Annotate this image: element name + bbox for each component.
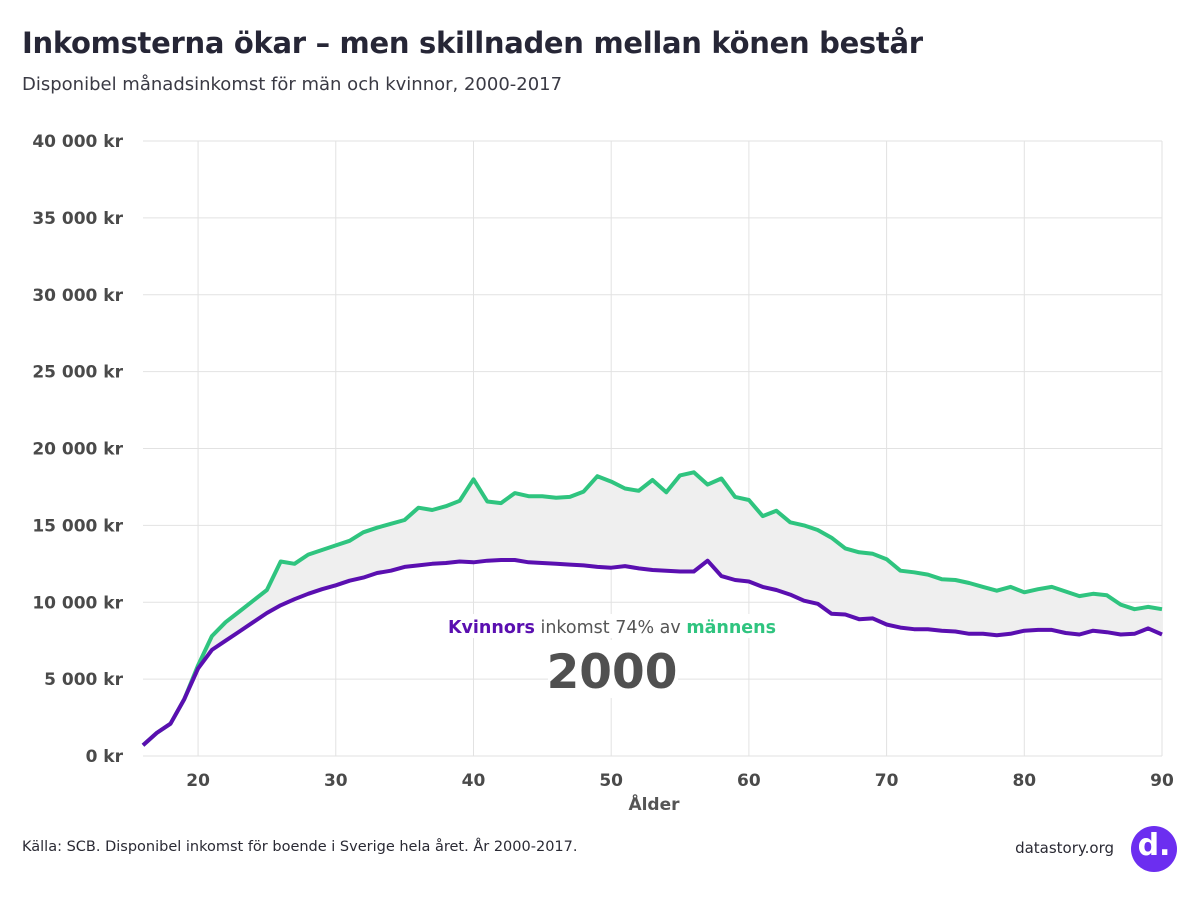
x-tick-label: 50 bbox=[599, 771, 623, 791]
y-tick-label: 15 000 kr bbox=[32, 516, 123, 536]
annotation-women-word: Kvinnors bbox=[448, 618, 535, 638]
source-note: Källa: SCB. Disponibel inkomst för boend… bbox=[22, 839, 578, 855]
series-line-men bbox=[141, 470, 1163, 747]
x-tick-label: 30 bbox=[324, 771, 348, 791]
annotation-men-word: männens bbox=[686, 618, 776, 638]
site-link[interactable]: datastory.org bbox=[1015, 839, 1114, 857]
series-line-women bbox=[141, 558, 1163, 747]
datastory-logo[interactable]: d. bbox=[1131, 826, 1177, 872]
gap-area bbox=[143, 472, 1162, 746]
y-tick-label: 40 000 kr bbox=[32, 132, 123, 152]
x-tick-label: 60 bbox=[737, 771, 761, 791]
chart-title: Inkomsterna ökar – men skillnaden mellan… bbox=[22, 26, 923, 60]
annotation: Kvinnors inkomst 74% av männens 2000 bbox=[448, 614, 776, 700]
annotation-middle-text: inkomst 74% av bbox=[535, 618, 686, 638]
y-tick-label: 25 000 kr bbox=[32, 363, 123, 383]
y-tick-label: 30 000 kr bbox=[32, 286, 123, 306]
x-tick-label: 80 bbox=[1012, 771, 1036, 791]
x-tick-label: 90 bbox=[1150, 771, 1174, 791]
x-axis-label: Ålder bbox=[628, 792, 680, 815]
x-tick-label: 20 bbox=[186, 771, 210, 791]
y-tick-label: 5 000 kr bbox=[44, 670, 123, 690]
y-tick-label: 20 000 kr bbox=[32, 440, 123, 460]
y-tick-label: 0 kr bbox=[86, 747, 124, 767]
chart-subtitle: Disponibel månadsinkomst för män och kvi… bbox=[22, 74, 563, 95]
annotation-year: 2000 bbox=[547, 645, 678, 700]
logo-text: d. bbox=[1137, 828, 1171, 863]
svg-text:Kvinnors inkomst 74% av männen: Kvinnors inkomst 74% av männens bbox=[448, 618, 776, 638]
y-tick-label: 35 000 kr bbox=[32, 209, 123, 229]
x-tick-label: 70 bbox=[875, 771, 899, 791]
y-tick-label: 10 000 kr bbox=[32, 593, 123, 613]
x-tick-label: 40 bbox=[462, 771, 486, 791]
